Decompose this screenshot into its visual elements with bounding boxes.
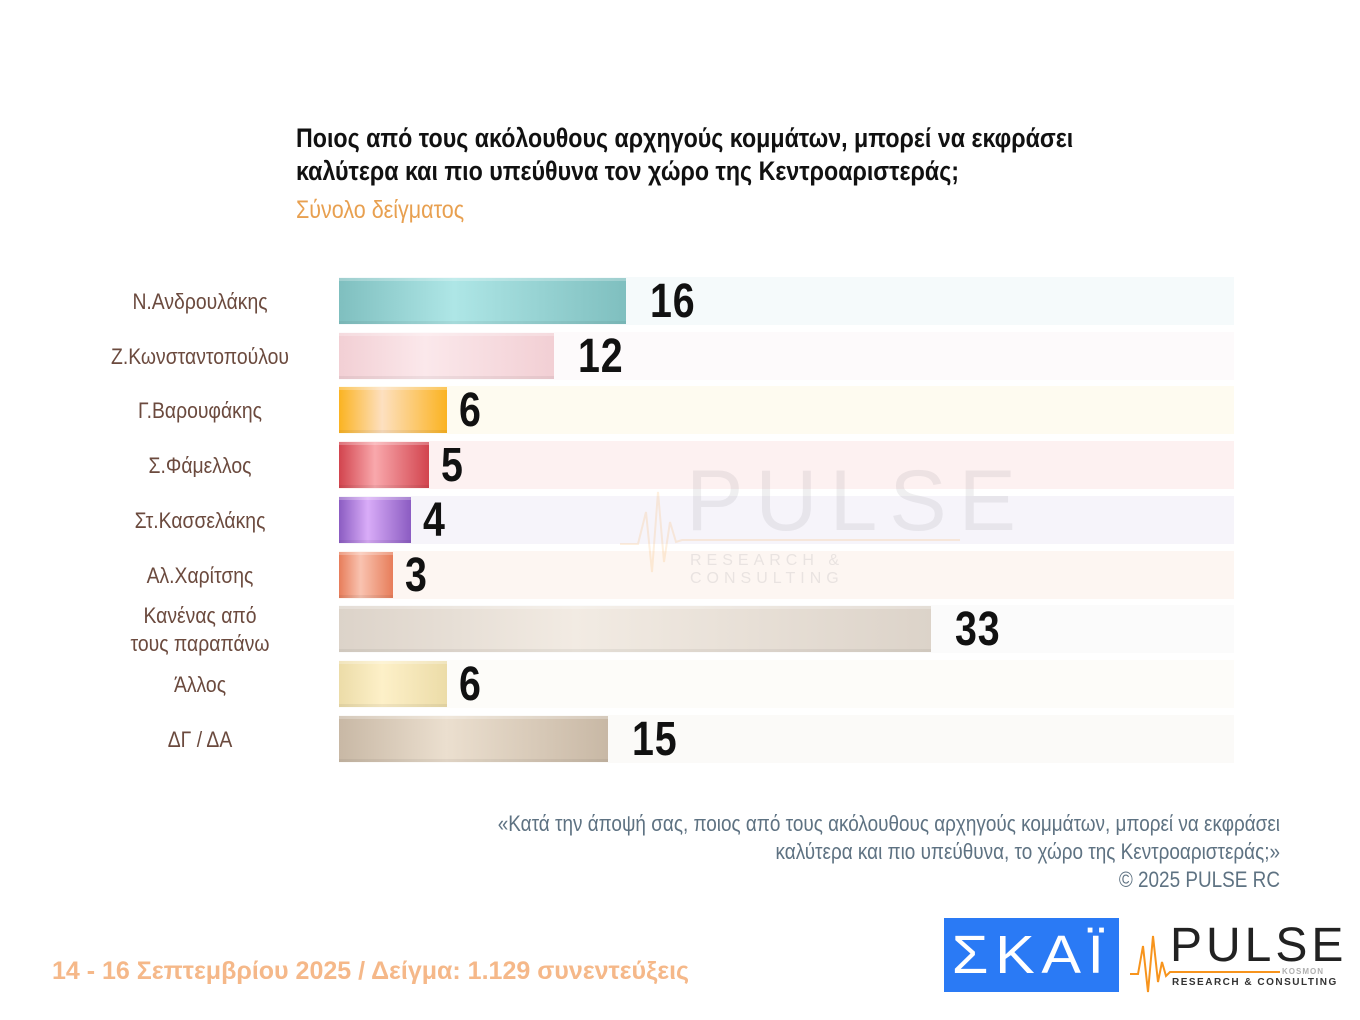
category-label: ΔΓ / ΔΑ bbox=[167, 727, 233, 752]
bar-chart: PULSE RESEARCH & CONSULTING Ν.Ανδρουλάκη… bbox=[77, 275, 1234, 766]
row-background bbox=[339, 441, 1234, 489]
category-label: Στ.Κασσελάκης bbox=[134, 508, 266, 533]
row-background bbox=[339, 496, 1234, 544]
category-label: Ζ.Κωνσταντοπούλου bbox=[111, 344, 289, 369]
bar bbox=[339, 497, 411, 543]
pulse-logo: PULSE KOSMON RESEARCH & CONSULTING bbox=[1130, 918, 1343, 998]
bar-value-label: 16 bbox=[650, 275, 696, 328]
bar bbox=[339, 552, 393, 598]
bar-value-label: 33 bbox=[955, 603, 1001, 656]
note-line-1: «Κατά την άποψή σας, ποιος από τους ακόλ… bbox=[497, 811, 1280, 836]
category-label: Αλ.Χαρίτσης bbox=[146, 563, 254, 588]
category-label: Κανένας από τους παραπάνω bbox=[77, 603, 323, 656]
chart-subtitle: Σύνολο δείγματος bbox=[296, 196, 465, 224]
skai-logo: ΣΚΑΪ bbox=[944, 918, 1119, 992]
bar-value-label: 3 bbox=[405, 549, 428, 602]
pulse-logo-kosmon: KOSMON bbox=[1282, 967, 1324, 976]
bar bbox=[339, 333, 554, 379]
skai-logo-text: ΣΚΑΪ bbox=[952, 925, 1111, 985]
bar bbox=[339, 387, 447, 433]
bar bbox=[339, 606, 931, 652]
pulse-logo-word: PULSE bbox=[1170, 919, 1348, 972]
bar-value-label: 5 bbox=[441, 439, 464, 492]
bar bbox=[339, 716, 608, 762]
category-label: Σ.Φάμελλος bbox=[148, 453, 252, 478]
category-label-line: Κανένας από bbox=[143, 603, 257, 628]
survey-date-sample: 14 - 16 Σεπτεμβρίου 2025 / Δείγμα: 1.129… bbox=[52, 957, 690, 985]
category-label: Άλλος bbox=[173, 672, 227, 697]
bar-value-label: 6 bbox=[459, 658, 482, 711]
title-line-2: καλύτερα και πιο υπεύθυνα τον χώρο της Κ… bbox=[296, 156, 960, 186]
category-label-line: τους παραπάνω bbox=[130, 631, 270, 656]
question-note: «Κατά την άποψή σας, ποιος από τους ακόλ… bbox=[320, 810, 1280, 894]
pulse-heartbeat-icon bbox=[1130, 935, 1280, 993]
bar bbox=[339, 442, 429, 488]
row-background bbox=[339, 386, 1234, 434]
bar-value-label: 4 bbox=[423, 494, 446, 547]
row-background bbox=[339, 551, 1234, 599]
copyright: © 2025 PULSE RC bbox=[1118, 867, 1280, 892]
title-line-1: Ποιος από τους ακόλουθους αρχηγούς κομμά… bbox=[296, 123, 1074, 153]
bar-value-label: 15 bbox=[632, 713, 678, 766]
bar bbox=[339, 661, 447, 707]
category-label: Γ.Βαρουφάκης bbox=[138, 398, 262, 423]
bar-value-label: 6 bbox=[459, 384, 482, 437]
category-label: Ν.Ανδρουλάκης bbox=[132, 289, 268, 314]
row-background bbox=[339, 660, 1234, 708]
bar bbox=[339, 278, 626, 324]
chart-title: Ποιος από τους ακόλουθους αρχηγούς κομμά… bbox=[296, 122, 1074, 188]
note-line-2: καλύτερα και πιο υπεύθυνα, το χώρο της Κ… bbox=[775, 839, 1280, 864]
bar-value-label: 12 bbox=[578, 330, 624, 383]
pulse-logo-sub: RESEARCH & CONSULTING bbox=[1172, 977, 1338, 988]
